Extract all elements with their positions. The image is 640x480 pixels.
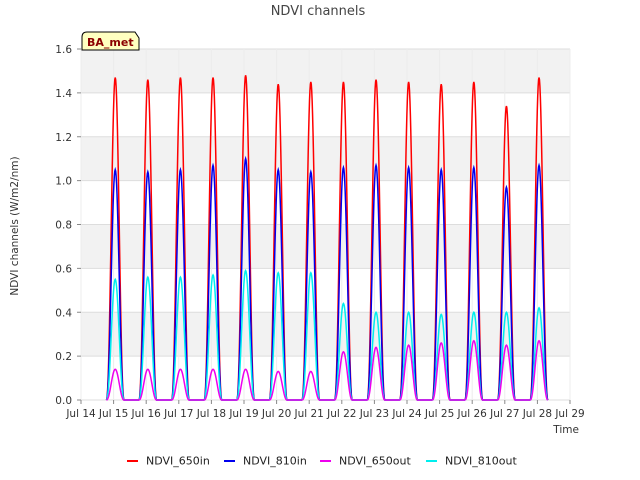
y-tick-label: 1.4: [55, 88, 72, 100]
x-tick-label: Jul 26: [457, 408, 488, 420]
plot-band: [81, 356, 570, 400]
y-tick-label: 0.0: [55, 395, 72, 407]
gridlines: [80, 48, 571, 401]
y-tick-label: 0.6: [55, 263, 72, 275]
series-line-ndvi_650in: [105, 75, 549, 401]
station-badge-text: BA_met: [87, 36, 134, 49]
x-tick-label: Jul 18: [196, 408, 226, 420]
station-badge: BA_met: [81, 31, 140, 51]
plot-background: [81, 49, 570, 400]
y-axis-label: NDVI channels (W/m2/nm): [9, 156, 21, 295]
y-tick-label: 1.6: [55, 44, 72, 56]
x-tick-label: Jul 17: [163, 408, 193, 420]
plot-band: [81, 92, 570, 137]
x-tick-label: Jul 24: [391, 408, 422, 420]
x-tick-label: Jul 14: [65, 408, 96, 420]
x-tick-label: Jul 25: [424, 408, 454, 420]
x-axis-ticks: Jul 14 Jul 15 Jul 16 Jul 17 Jul 18 Jul 19 Jul …: [65, 400, 585, 420]
chart-title: NDVI channels: [271, 4, 366, 19]
series-layer: [105, 75, 549, 401]
x-tick-label: Jul 23: [359, 408, 389, 420]
plot-band: [81, 268, 570, 313]
series-line-ndvi_810out: [105, 268, 549, 401]
legend: NDVI_650in NDVI_810in NDVI_650out NDVI_810o…: [127, 455, 517, 468]
series-line-ndvi_810in: [105, 155, 549, 401]
x-tick-label: Jul 29: [554, 408, 584, 420]
y-tick-label: 0.8: [55, 220, 72, 232]
x-tick-label: Jul 15: [98, 408, 128, 420]
x-tick-label: Jul 21: [294, 408, 324, 420]
y-tick-label: 0.4: [55, 307, 72, 319]
y-tick-label: 1.2: [55, 132, 72, 144]
y-tick-label: 1.0: [55, 176, 72, 188]
legend-label: NDVI_810out: [445, 455, 517, 468]
legend-label: NDVI_810in: [243, 455, 307, 468]
y-tick-label: 0.2: [55, 351, 72, 363]
legend-item: NDVI_810in: [224, 455, 307, 468]
x-axis-label: Time: [552, 424, 579, 436]
x-tick-label: Jul 16: [131, 408, 162, 420]
legend-label: NDVI_650in: [146, 455, 210, 468]
legend-label: NDVI_650out: [339, 455, 411, 468]
legend-item: NDVI_650out: [320, 455, 411, 468]
series-line-ndvi_650out: [106, 339, 549, 401]
plot-band: [81, 180, 570, 225]
legend-item: NDVI_650in: [127, 455, 210, 468]
x-tick-label: Jul 22: [326, 408, 356, 420]
x-tick-label: Jul 28: [522, 408, 552, 420]
x-tick-label: Jul 27: [489, 408, 519, 420]
plot-band: [81, 312, 570, 357]
x-tick-label: Jul 20: [261, 408, 291, 420]
plot-band: [81, 49, 570, 93]
plot-band: [81, 224, 570, 269]
plot-band: [81, 136, 570, 181]
legend-item: NDVI_810out: [426, 455, 517, 468]
y-axis-ticks: 0.0 0.2 0.4 0.6 0.8 1.0 1.2 1.4 1.6: [55, 44, 81, 407]
x-tick-label: Jul 19: [228, 408, 258, 420]
